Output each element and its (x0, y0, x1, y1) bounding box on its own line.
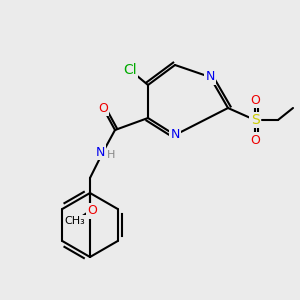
Text: O: O (250, 94, 260, 106)
Text: N: N (95, 146, 105, 158)
Text: Cl: Cl (123, 63, 137, 77)
Text: N: N (170, 128, 180, 142)
Text: O: O (98, 101, 108, 115)
Text: O: O (250, 134, 260, 146)
Text: H: H (107, 150, 115, 160)
Text: CH₃: CH₃ (64, 216, 86, 226)
Text: N: N (205, 70, 215, 83)
Text: S: S (250, 113, 260, 127)
Text: O: O (87, 205, 97, 218)
